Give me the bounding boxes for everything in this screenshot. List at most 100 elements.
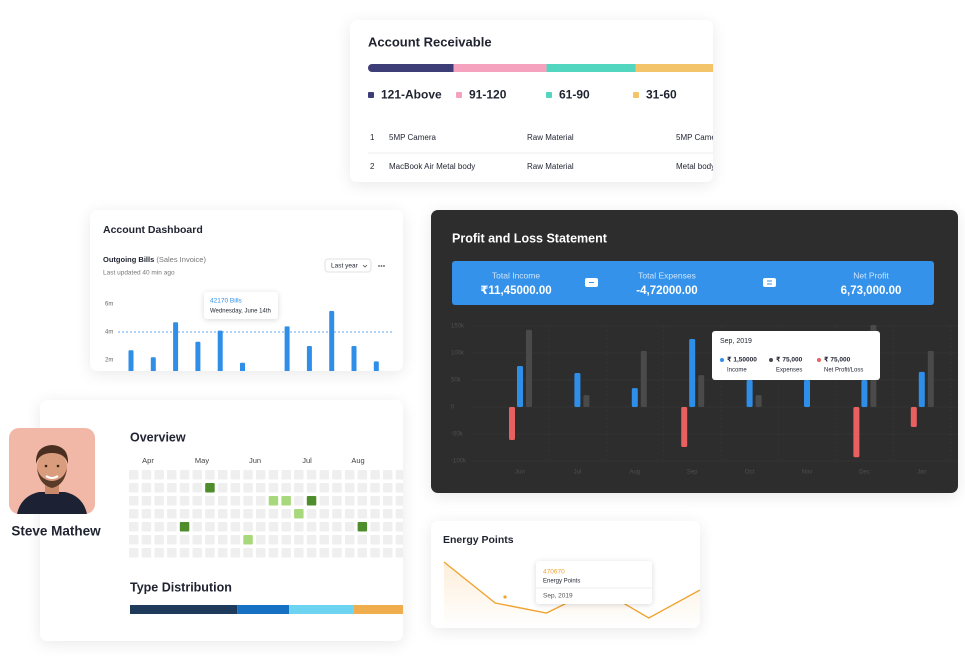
activity-cell: [332, 509, 342, 519]
bar: [861, 380, 868, 407]
bar: [698, 375, 705, 407]
tooltip-date: Sep, 2019: [543, 593, 573, 600]
activity-cell: [306, 470, 317, 480]
activity-cell: [383, 496, 393, 506]
activity-cell: [217, 470, 228, 480]
receivable-segment: [546, 64, 636, 72]
bar: [910, 407, 917, 427]
activity-cell: [167, 470, 177, 480]
table-cell: 5MP Camera: [389, 133, 437, 142]
legend-dot: [769, 358, 773, 362]
legend-swatch: [456, 92, 462, 98]
activity-cell: [370, 535, 380, 545]
activity-cell: [294, 548, 304, 558]
subtitle: Outgoing Bills (Sales Invoice): [103, 255, 206, 264]
activity-cell: [230, 522, 241, 532]
activity-cell: [395, 522, 403, 532]
x-tick-label: Oct: [745, 470, 755, 476]
x-tick-label: Dec: [859, 470, 870, 476]
summary-label: Total Income: [492, 270, 540, 280]
activity-cell: [205, 483, 215, 493]
activity-cell: [256, 496, 266, 506]
equals-icon: [763, 278, 776, 287]
activity-cell: [205, 496, 215, 506]
more-icon[interactable]: [378, 265, 385, 267]
bar: [631, 388, 638, 407]
bar: [284, 326, 290, 371]
table-cell: Metal body: [676, 162, 713, 171]
activity-cell: [344, 509, 355, 519]
avatar-photo: [17, 445, 87, 514]
activity-cell: [357, 522, 368, 532]
bar: [574, 372, 581, 407]
x-tick-label: Jan: [917, 470, 927, 476]
activity-cell: [141, 509, 152, 519]
activity-cell: [243, 509, 253, 519]
energy-card: Energy Points 470670 Energy Points Sep, …: [431, 521, 700, 628]
activity-cell: [294, 470, 304, 480]
activity-cell: [395, 483, 403, 493]
activity-cell: [141, 522, 152, 532]
activity-cell: [243, 548, 253, 558]
card-title: Overview: [130, 430, 186, 444]
activity-cell: [192, 470, 202, 480]
activity-cell: [205, 522, 215, 532]
summary-label: Net Profit: [853, 270, 889, 280]
card-title: Energy Points: [443, 534, 514, 546]
activity-cell: [344, 548, 355, 558]
period-label[interactable]: Last year: [331, 263, 359, 270]
activity-cell: [383, 470, 393, 480]
activity-cell: [332, 548, 342, 558]
activity-cell: [395, 496, 403, 506]
activity-cell: [179, 483, 190, 493]
activity-cell: [179, 548, 190, 558]
activity-cell: [319, 509, 329, 519]
activity-cell: [141, 483, 152, 493]
activity-cell: [344, 496, 355, 506]
activity-cell: [167, 509, 177, 519]
bar: [173, 322, 179, 371]
tooltip-date: Sep, 2019: [720, 338, 752, 345]
receivable-segment: [368, 64, 454, 72]
tooltip-box: [536, 561, 652, 604]
activity-cell: [217, 522, 228, 532]
tooltip-label: Income: [727, 368, 747, 374]
activity-cell: [357, 496, 368, 506]
table-cell: Raw Material: [527, 162, 574, 171]
activity-cell: [129, 509, 139, 519]
bar: [746, 380, 753, 407]
activity-cell: [256, 470, 266, 480]
activity-cell: [230, 509, 241, 519]
activity-cell: [357, 470, 368, 480]
activity-cell: [332, 535, 342, 545]
tooltip-box: [204, 292, 278, 319]
activity-cell: [129, 535, 139, 545]
activity-cell: [205, 548, 215, 558]
activity-cell: [281, 535, 291, 545]
pnl-svg: Profit and Loss Statement Total Income ₹…: [451, 231, 958, 476]
activity-cell: [357, 483, 368, 493]
summary-label: Total Expenses: [638, 270, 696, 280]
dashboard-svg: Account Dashboard Outgoing Bills (Sales …: [103, 224, 392, 371]
distribution-segment: [289, 605, 354, 614]
activity-cell: [281, 548, 291, 558]
profile-name: Steve Mathew: [11, 524, 101, 539]
period-dropdown[interactable]: [324, 258, 372, 273]
activity-cell: [268, 470, 279, 480]
activity-cell: [319, 535, 329, 545]
bar: [804, 380, 810, 407]
tooltip-value: ₹ 75,000: [824, 357, 851, 364]
activity-cell: [141, 470, 152, 480]
y-tick-label: 150k: [451, 324, 465, 330]
legend-swatch: [633, 92, 639, 98]
activity-cell: [256, 483, 266, 493]
activity-cell: [167, 483, 177, 493]
activity-cell: [154, 522, 164, 532]
legend-label: 31-60: [646, 88, 677, 102]
activity-cell: [243, 496, 253, 506]
receivable-segment: [635, 64, 713, 72]
bar: [526, 329, 532, 407]
y-tick-label: 2m: [105, 358, 113, 364]
bar: [918, 371, 925, 407]
activity-cell: [268, 548, 279, 558]
